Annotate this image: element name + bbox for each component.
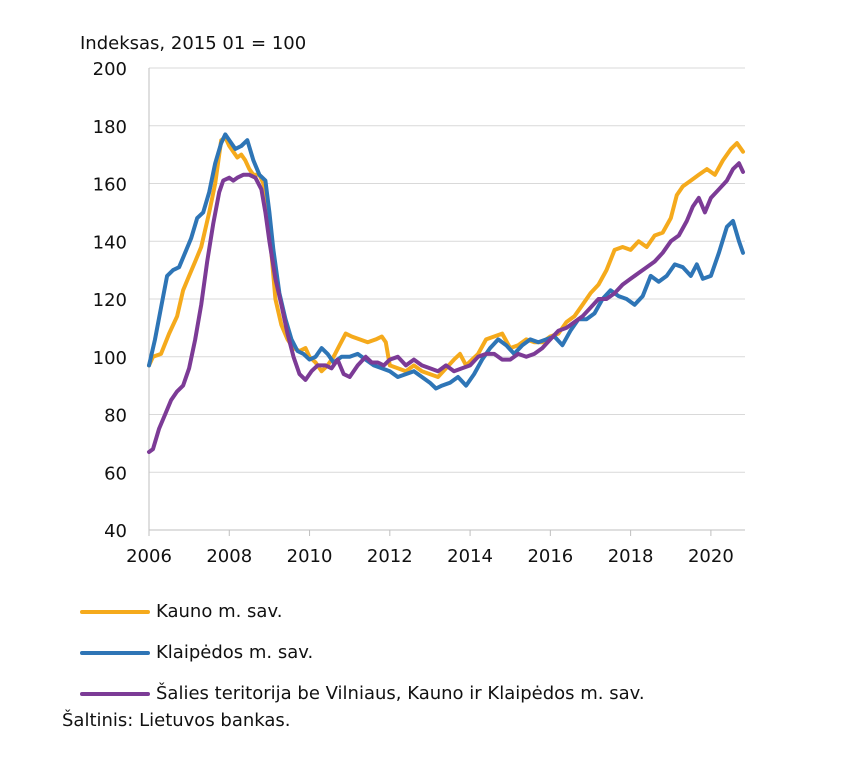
legend-item-kaunas: Kauno m. sav. xyxy=(80,591,645,632)
x-tick-label: 2008 xyxy=(206,546,252,567)
y-tick-label: 40 xyxy=(104,521,127,542)
series-line-1 xyxy=(147,132,745,391)
legend-label-rest-of-country: Šalies teritorija be Vilniaus, Kauno ir … xyxy=(156,683,645,704)
y-tick-label: 60 xyxy=(104,463,127,484)
axes xyxy=(148,68,745,536)
source-note: Šaltinis: Lietuvos bankas. xyxy=(62,710,291,731)
series-lines xyxy=(147,132,745,454)
y-tick-labels: 40 60 80 100 120 140 160 180 200 xyxy=(93,59,127,542)
legend-item-klaipeda: Klaipėdos m. sav. xyxy=(80,632,645,673)
y-tick-label: 140 xyxy=(93,232,127,253)
x-tick-label: 2020 xyxy=(688,546,734,567)
series-line-2 xyxy=(147,161,745,454)
x-tick-labels: 2006 2008 2010 2012 2014 2016 2018 2020 xyxy=(126,546,734,567)
legend-item-rest-of-country: Šalies teritorija be Vilniaus, Kauno ir … xyxy=(80,673,645,714)
y-tick-label: 80 xyxy=(104,406,127,427)
x-tick-label: 2014 xyxy=(447,546,493,567)
legend-label-klaipeda: Klaipėdos m. sav. xyxy=(156,642,314,663)
y-axis-unit-label: Indeksas, 2015 01 = 100 xyxy=(80,33,306,54)
x-tick-label: 2012 xyxy=(367,546,413,567)
x-tick-label: 2006 xyxy=(126,546,172,567)
series-line-0 xyxy=(147,135,745,379)
gridlines xyxy=(149,67,745,473)
legend-swatch-klaipeda xyxy=(80,650,150,655)
legend: Kauno m. sav. Klaipėdos m. sav. Šalies t… xyxy=(80,591,645,714)
y-tick-label: 120 xyxy=(93,290,127,311)
legend-swatch-kaunas xyxy=(80,609,150,614)
x-tick-label: 2018 xyxy=(608,546,654,567)
x-tick-label: 2016 xyxy=(527,546,573,567)
legend-label-kaunas: Kauno m. sav. xyxy=(156,601,283,622)
y-tick-label: 160 xyxy=(93,175,127,196)
legend-swatch-rest-of-country xyxy=(80,691,150,696)
y-tick-label: 100 xyxy=(93,348,127,369)
x-tick-label: 2010 xyxy=(287,546,333,567)
line-chart: Indeksas, 2015 01 = 100 40 60 80 100 120 140 1… xyxy=(80,33,745,567)
y-tick-label: 180 xyxy=(93,117,127,138)
y-tick-label: 200 xyxy=(93,59,127,80)
